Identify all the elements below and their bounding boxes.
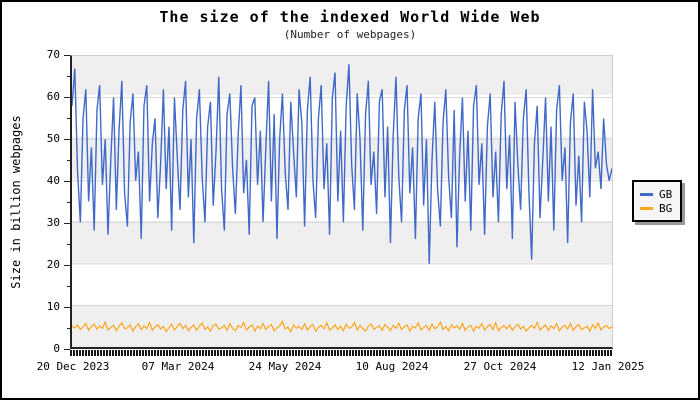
chart-title: The size of the indexed World Wide Web	[159, 8, 541, 26]
x-axis-tick-labels: 20 Dec 2023 07 Mar 2024 24 May 2024 10 A…	[37, 360, 645, 376]
legend-box: GB BG	[632, 180, 682, 222]
y-tick-label: 0	[53, 342, 60, 355]
y-tick-label: 20	[46, 258, 60, 271]
line-chart-canvas	[72, 56, 612, 347]
y-tick-label: 50	[46, 132, 60, 145]
legend-item-gb: GB	[640, 187, 674, 201]
legend-label-gb: GB	[659, 187, 673, 201]
y-tick-label: 70	[46, 48, 60, 61]
x-tick-label: 07 Mar 2024	[141, 360, 215, 373]
x-tick-label: 10 Aug 2024	[355, 360, 429, 373]
bg-line-swatch	[640, 206, 653, 210]
x-tick-label: 27 Oct 2024	[463, 360, 537, 373]
y-tick-label: 10	[46, 300, 60, 313]
y-tick-label: 60	[46, 90, 60, 103]
legend-item-bg: BG	[640, 201, 674, 215]
legend-label-bg: BG	[659, 201, 673, 215]
gb-line-swatch	[640, 192, 653, 196]
x-tick-label: 24 May 2024	[248, 360, 322, 373]
x-axis-daily-ticks	[70, 350, 613, 356]
plot-area	[70, 55, 613, 349]
chart-subtitle: (Number of webpages)	[283, 28, 417, 41]
y-axis-minor-ticks	[67, 55, 70, 350]
y-axis-tick-labels: 70 60 50 40 30 20 10 0	[2, 48, 62, 355]
y-tick-label: 40	[46, 174, 60, 187]
y-tick-label: 30	[46, 216, 60, 229]
x-tick-label: 20 Dec 2023	[36, 360, 110, 373]
x-tick-label: 12 Jan 2025	[571, 360, 645, 373]
